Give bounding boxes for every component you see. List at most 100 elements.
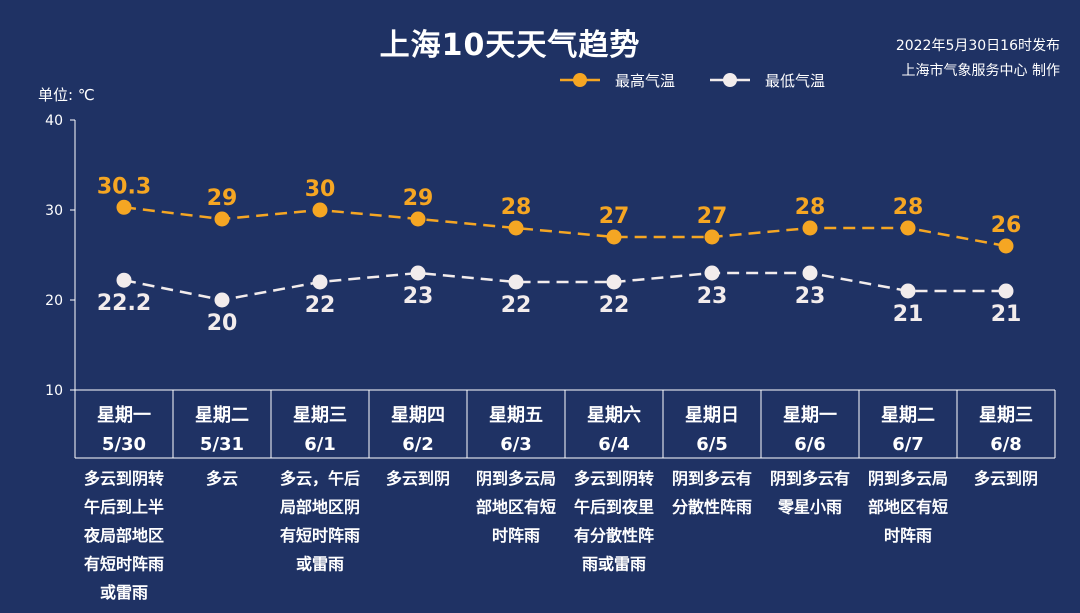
data-point-high [998,238,1014,254]
data-point-low [508,274,524,290]
publish-time: 2022年5月30日16时发布 [895,38,1060,54]
data-point-low [802,265,818,281]
weekday-label: 星期一 [97,405,151,426]
legend-label-low: 最低气温 [765,72,825,90]
y-axis-label: 单位: ℃ [38,86,95,104]
weather-description-line: 阴到多云有 [770,469,850,488]
weather-description-line: 阴到多云局 [476,469,556,488]
weather-description-line: 或雷雨 [100,583,148,602]
data-label-low: 20 [207,311,238,336]
data-label-high: 30 [305,177,336,202]
weather-description-line: 分散性阵雨 [672,498,752,517]
weekday-label: 星期一 [783,405,837,426]
weather-description-line: 多云到阴转 [574,469,654,488]
weather-description-line: 多云 [206,469,238,488]
data-point-high [214,211,230,227]
weekday-label: 星期四 [391,405,445,426]
legend-label-high: 最高气温 [615,72,675,90]
data-point-low [606,274,622,290]
data-point-high [116,199,132,215]
weekday-label: 星期五 [489,405,543,426]
data-point-low [410,265,426,281]
data-label-low: 22 [501,293,532,318]
weekday-label: 星期六 [587,404,641,426]
date-label: 6/2 [402,434,434,455]
data-point-high [900,220,916,236]
weather-description-line: 或雷雨 [296,555,344,574]
weekday-label: 星期二 [881,405,935,426]
date-label: 5/31 [200,434,244,455]
data-point-high [312,202,328,218]
date-label: 6/3 [500,434,532,455]
data-label-low: 23 [403,284,434,309]
weather-description-line: 有分散性阵 [574,526,654,545]
y-tick-label: 10 [45,383,63,399]
weather-description-line: 局部地区阴 [280,498,360,517]
weather-description-line: 多云到阴转 [84,469,164,488]
data-point-low [900,283,916,299]
weather-description-line: 阴到多云有 [672,469,752,488]
data-label-high: 30.3 [97,174,151,199]
data-point-high [508,220,524,236]
data-label-high: 28 [501,195,532,220]
weather-description-line: 多云到阴 [386,469,450,488]
date-label: 6/5 [696,434,728,455]
date-label: 6/4 [598,434,630,455]
data-label-high: 27 [599,204,630,229]
data-point-low [998,283,1014,299]
data-label-low: 23 [795,284,826,309]
data-label-low: 23 [697,284,728,309]
weather-description-line: 时阵雨 [884,526,932,545]
data-point-low [704,265,720,281]
date-label: 6/8 [990,434,1022,455]
data-label-low: 22 [599,293,630,318]
y-tick-label: 40 [45,113,63,129]
publisher-name: 上海市气象服务中心 制作 [901,63,1060,79]
weather-description-line: 午后到上半 [84,498,164,517]
y-tick-label: 30 [45,203,63,219]
weather-description-line: 阴到多云局 [868,469,948,488]
weekday-label: 星期二 [195,405,249,426]
weekday-label: 星期日 [685,405,739,426]
data-point-high [410,211,426,227]
data-label-low: 22 [305,293,336,318]
series-line-low [123,271,1006,302]
legend-marker-high [573,73,587,87]
data-label-high: 27 [697,204,728,229]
weather-description-line: 多云到阴 [974,469,1038,488]
weather-description-line: 时阵雨 [492,526,540,545]
series-line-high [123,206,1007,248]
data-label-low: 22.2 [97,291,151,316]
weather-description-line: 午后到夜里 [574,498,654,517]
data-point-high [606,229,622,245]
data-label-high: 26 [991,213,1022,238]
weekday-label: 星期三 [293,405,347,426]
weather-description-line: 多云，午后 [280,469,360,488]
data-point-low [214,292,230,308]
weather-description-line: 部地区有短 [476,498,556,517]
data-label-high: 29 [403,186,434,211]
data-point-low [312,274,328,290]
data-label-high: 28 [893,195,924,220]
date-label: 6/7 [892,434,924,455]
date-label: 6/6 [794,434,826,455]
weather-description-line: 雨或雷雨 [582,555,646,574]
data-label-low: 21 [991,302,1022,327]
date-label: 6/1 [304,434,336,455]
date-label: 5/30 [102,434,146,455]
chart-title: 上海10天天气趋势 [379,28,641,63]
data-point-high [704,229,720,245]
weather-description-line: 部地区有短 [868,498,948,517]
weather-description-line: 夜局部地区 [83,526,164,545]
weather-description-line: 零星小雨 [777,498,842,517]
data-label-low: 21 [893,302,924,327]
weekday-label: 星期三 [979,405,1033,426]
legend-marker-low [723,73,737,87]
weather-description-line: 有短时阵雨 [84,555,164,574]
data-label-high: 29 [207,186,238,211]
weather-description-line: 有短时阵雨 [280,526,360,545]
data-point-low [116,272,132,288]
y-tick-label: 20 [45,293,63,309]
data-label-high: 28 [795,195,826,220]
